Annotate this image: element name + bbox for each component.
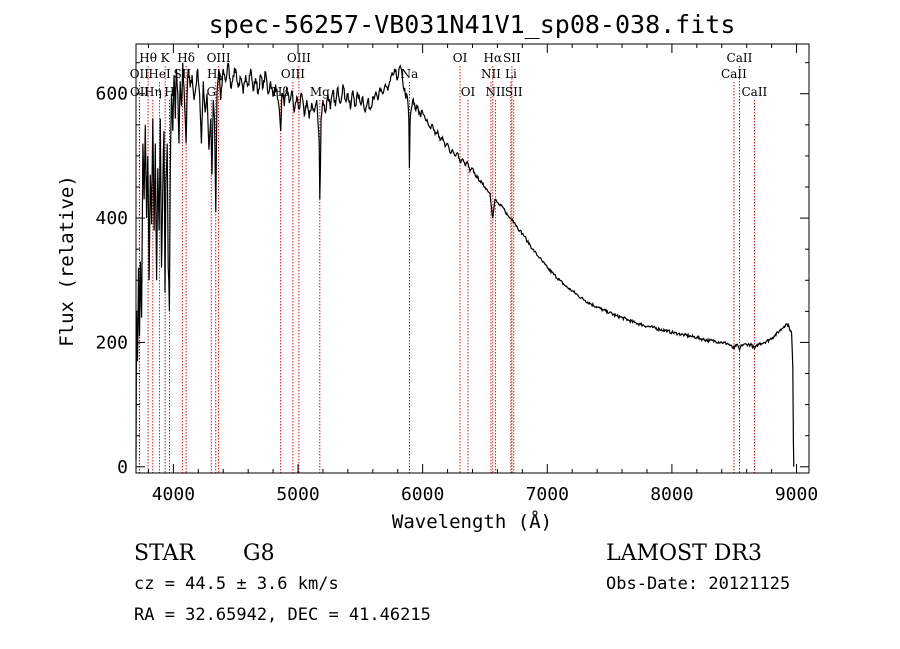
emission-line-label: Li: [505, 67, 517, 81]
object-type: STAR: [134, 541, 196, 566]
x-tick-label: 7000: [526, 484, 569, 505]
emission-line-label: CaII: [727, 51, 753, 65]
survey-name: LAMOST DR3: [606, 541, 762, 566]
y-tick-label: 0: [117, 457, 128, 478]
emission-line-label: SII: [505, 85, 523, 99]
emission-line-label: HeI: [148, 67, 171, 81]
emission-line-label: Mg: [310, 85, 330, 99]
x-tick-label: 9000: [775, 484, 818, 505]
emission-line-label: OIII: [281, 67, 305, 81]
x-tick-label: 5000: [276, 484, 319, 505]
emission-line-label: NII: [481, 67, 501, 81]
emission-line-label: G: [206, 85, 216, 99]
x-tick-label: 6000: [401, 484, 444, 505]
emission-line-label: Hη: [144, 85, 162, 99]
obs-date: Obs-Date: 20121125: [606, 574, 790, 594]
emission-line-label: K: [161, 51, 171, 65]
flux-series-line: [135, 62, 795, 467]
subclass: G8: [243, 541, 275, 566]
emission-line-label: OIII: [207, 51, 231, 65]
emission-line-label: CaII: [721, 67, 747, 81]
emission-line-label: OIII: [287, 51, 311, 65]
x-tick-label: 8000: [650, 484, 693, 505]
chart-title: spec-56257-VB031N41V1_sp08-038.fits: [209, 10, 736, 39]
emission-line-label: OII: [130, 85, 150, 99]
emission-line-label: OI: [461, 85, 476, 99]
emission-line-label: NII: [485, 85, 505, 99]
emission-line-label: Hδ: [177, 51, 195, 65]
y-tick-label: 200: [95, 332, 128, 353]
emission-line-label: CaII: [741, 85, 767, 99]
emission-line-label: OII: [130, 67, 150, 81]
emission-line-label: Hγ: [207, 67, 225, 81]
plot-frame: [135, 43, 810, 474]
x-tick-label: 4000: [152, 484, 195, 505]
redshift-cz: cz = 44.5 ± 3.6 km/s: [134, 574, 339, 594]
emission-line-label: Hα: [484, 51, 503, 65]
emission-line-label: Na: [401, 67, 419, 81]
y-tick-label: 400: [95, 208, 128, 229]
emission-lines-layer: [138, 66, 755, 473]
y-tick-label: 600: [95, 84, 128, 105]
emission-line-label: Hθ: [139, 51, 157, 65]
x-axis-label: Wavelength (Å): [392, 510, 552, 533]
emission-line-label: SII: [503, 51, 521, 65]
coordinates: RA = 32.65942, DEC = 41.46215: [134, 605, 431, 625]
emission-line-label: OI: [453, 51, 468, 65]
emission-line-label: H: [164, 85, 174, 99]
y-axis-label: Flux (relative): [56, 175, 78, 347]
x-axis: 4000 5000 6000 7000 8000 9000: [147, 44, 818, 505]
